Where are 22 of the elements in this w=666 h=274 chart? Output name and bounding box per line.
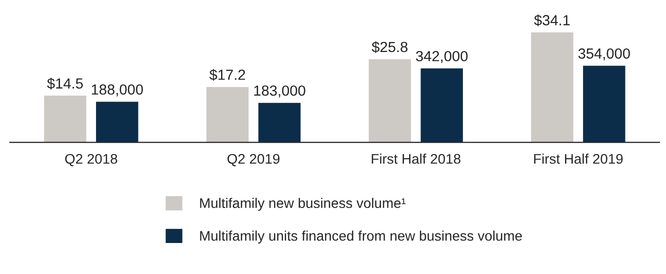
data-label: 354,000 xyxy=(578,48,630,60)
bar xyxy=(420,68,463,142)
data-label: 342,000 xyxy=(416,50,468,64)
bar xyxy=(258,102,301,142)
bar xyxy=(531,32,574,142)
data-label: 183,000 xyxy=(254,85,306,98)
bar xyxy=(96,102,138,142)
x-tick-label: Q2 2018 xyxy=(65,154,118,166)
legend-label: Multifamily new business volume¹ xyxy=(200,198,406,211)
legend-label: Multifamily units financed from new business volume xyxy=(200,230,522,244)
bar xyxy=(206,86,249,142)
data-label: 188,000 xyxy=(92,84,143,96)
bar xyxy=(368,59,411,142)
data-label: $17.2 xyxy=(209,68,246,81)
data-label: $34.1 xyxy=(534,14,570,26)
x-tick-label: First Half 2018 xyxy=(372,154,460,164)
bar xyxy=(44,96,86,142)
x-tick-label: First Half 2019 xyxy=(534,154,623,164)
data-label: $14.5 xyxy=(47,78,83,90)
bar xyxy=(583,66,626,142)
x-tick-label: Q2 2019 xyxy=(228,154,280,166)
data-label: $25.8 xyxy=(372,41,408,54)
